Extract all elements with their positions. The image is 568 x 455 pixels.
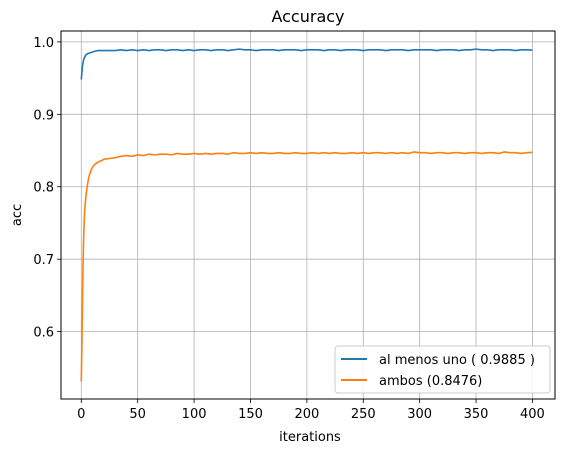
chart-title: Accuracy <box>271 7 344 26</box>
grid <box>61 31 555 399</box>
x-tick-label: 250 <box>351 407 376 422</box>
y-tick-label: 0.7 <box>33 253 54 268</box>
y-tick-label: 0.6 <box>33 326 54 341</box>
x-tick-label: 300 <box>407 407 432 422</box>
legend: al menos uno ( 0.9885 ) ambos (0.8476) <box>334 345 551 394</box>
x-axis-ticks: 0 50 100 150 200 250 300 350 400 <box>77 399 545 422</box>
series-line-2 <box>80 151 533 382</box>
legend-box <box>334 345 551 394</box>
legend-label-1: al menos uno ( 0.9885 ) <box>379 353 535 368</box>
plot-frame <box>60 30 556 400</box>
legend-label-2: ambos (0.8476) <box>379 374 482 389</box>
x-tick-label: 350 <box>464 407 489 422</box>
x-tick-label: 200 <box>294 407 319 422</box>
y-tick-label: 0.9 <box>33 108 54 123</box>
x-tick-label: 100 <box>182 407 207 422</box>
x-axis-label: iterations <box>279 430 341 445</box>
y-tick-label: 0.8 <box>33 181 54 196</box>
series-lines <box>80 48 533 382</box>
x-tick-label: 50 <box>129 407 146 422</box>
x-tick-label: 150 <box>238 407 263 422</box>
x-tick-label: 0 <box>77 407 85 422</box>
y-axis-label: acc <box>10 204 25 226</box>
y-axis-ticks: 0.6 0.7 0.8 0.9 1.0 <box>33 36 61 341</box>
y-tick-label: 1.0 <box>33 36 54 51</box>
x-tick-label: 400 <box>520 407 545 422</box>
series-line-1 <box>80 48 533 80</box>
